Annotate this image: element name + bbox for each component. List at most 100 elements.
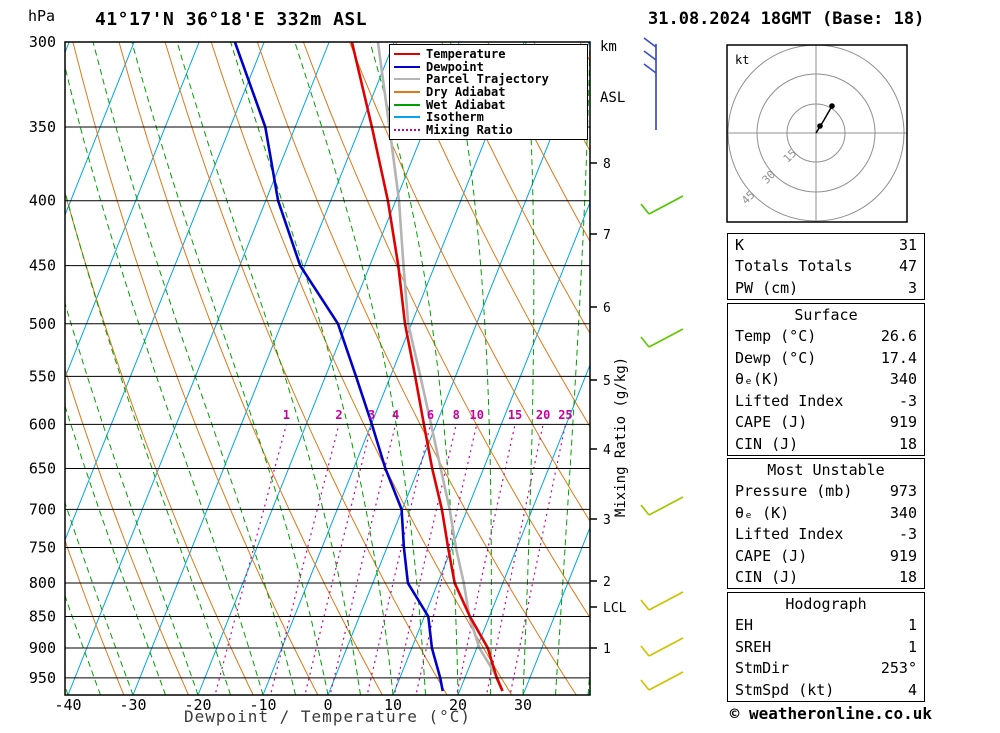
row-label: EH <box>735 616 754 635</box>
row-value: 4 <box>907 680 917 699</box>
km-tick-label: 4 <box>603 443 611 458</box>
row-label: SREH <box>735 637 772 656</box>
km-label: km <box>600 39 617 55</box>
table-row: Lifted Index -3 <box>728 524 924 546</box>
row-label: Lifted Index <box>735 391 844 410</box>
isotherm-line <box>197 42 460 695</box>
mixing-ratio-label: 3 <box>368 408 375 422</box>
wet-adiabat-line <box>230 42 394 695</box>
dry-adiabat-line <box>349 42 590 523</box>
mixing-ratio-line <box>330 424 397 693</box>
station-title: 41°17'N 36°18'E 332m ASL <box>95 9 368 30</box>
mixing-ratio-line <box>305 424 373 693</box>
isotherm-line <box>327 42 590 695</box>
pressure-tick-label: 600 <box>29 415 56 433</box>
wet-adiabat-line <box>65 594 101 695</box>
pressure-tick-label: 700 <box>29 500 56 518</box>
table-row: Pressure (mb) 973 <box>728 481 924 503</box>
row-label: StmSpd (kt) <box>735 680 835 699</box>
wind-barb <box>640 496 684 516</box>
mixing-ratio-line <box>456 424 516 693</box>
legend-item: Temperature <box>394 48 587 61</box>
row-label: θₑ(K) <box>735 370 781 389</box>
dry-adiabat-line <box>441 42 590 335</box>
table-row: Lifted Index -3 <box>728 390 924 412</box>
row-value: 340 <box>889 370 917 389</box>
isotherm-line <box>262 42 525 695</box>
row-value: 18 <box>898 434 917 453</box>
legend-item: Mixing Ratio <box>394 124 587 137</box>
temp-tick-label: -20 <box>184 696 211 714</box>
most-unstable-table: Most Unstable Pressure (mb) 973 θₑ (K) 340 Li… <box>727 458 925 589</box>
dry-adiabat-line <box>65 191 254 695</box>
isotherm-line <box>522 526 590 695</box>
wind-barb <box>640 591 684 611</box>
temp-tick-label: 0 <box>323 696 332 714</box>
mixing-ratio-line <box>416 424 478 693</box>
wet-adiabat-line <box>450 42 492 695</box>
pressure-tick-label: 400 <box>29 192 56 210</box>
mixing-ratio-label: 2 <box>335 408 342 422</box>
pressure-tick-label: 950 <box>29 669 56 687</box>
temp-tick-label: 10 <box>384 696 402 714</box>
mixing-ratio-line <box>367 424 432 693</box>
row-label: CIN (J) <box>735 434 799 453</box>
temp-tick-label: -30 <box>119 696 146 714</box>
chart-frame <box>64 41 591 696</box>
row-value: 31 <box>898 235 917 254</box>
row-value: 1 <box>907 616 917 635</box>
x-axis-label: Dewpoint / Temperature (°C) <box>183 707 472 726</box>
isotherm-line <box>65 42 200 379</box>
wind-barb <box>640 328 684 348</box>
temp-tick-label: 20 <box>449 696 467 714</box>
temp-tick-label: -10 <box>249 696 276 714</box>
row-value: 18 <box>898 568 917 587</box>
mixing-ratio-label: 8 <box>453 408 460 422</box>
wind-barb <box>640 671 684 691</box>
dry-adiabat-line <box>118 42 383 695</box>
row-label: CAPE (J) <box>735 546 808 565</box>
temp-tick-label: -40 <box>54 696 81 714</box>
row-value: 47 <box>898 257 917 276</box>
pressure-axis-unit: hPa <box>28 7 56 25</box>
row-label: Temp (°C) <box>735 327 817 346</box>
isotherm-line <box>67 42 330 695</box>
wet-adiabat-line <box>65 189 231 695</box>
pressure-tick-label: 800 <box>29 574 56 592</box>
wet-adiabat-line <box>65 404 166 695</box>
km-tick-label: 8 <box>603 157 611 172</box>
pressure-tick-label: 450 <box>29 257 56 275</box>
mixing-ratio-line <box>215 424 287 693</box>
km-tick-label: 1 <box>603 642 611 657</box>
pressure-tick-label: 750 <box>29 538 56 556</box>
hodograph-unit-label: kt <box>735 53 749 67</box>
hodograph-ring <box>756 73 876 193</box>
row-value: 1 <box>907 637 917 656</box>
wet-adiabat-line <box>0 42 3 695</box>
pressure-tick-label: 350 <box>29 118 56 136</box>
row-value: 919 <box>889 413 917 432</box>
legend-label: Wet Adiabat <box>426 97 506 112</box>
table-row: Totals Totals 47 <box>728 256 924 278</box>
table-title: Hodograph <box>785 594 867 613</box>
hodograph-ring <box>786 103 846 163</box>
legend-item: Dry Adiabat <box>394 86 587 99</box>
row-value: 340 <box>889 503 917 522</box>
table-row: θₑ (K) 340 <box>728 502 924 524</box>
isotherm-line <box>392 201 590 695</box>
row-label: CAPE (J) <box>735 413 808 432</box>
legend: Temperature Dewpoint Parcel Trajectory Dry … <box>389 44 588 141</box>
mixing-ratio-line <box>510 424 566 693</box>
wet-adiabat-line <box>294 42 426 695</box>
table-row: StmDir 253° <box>728 658 924 680</box>
km-tick-label: 5 <box>603 374 611 389</box>
km-tick-label: 7 <box>603 228 611 243</box>
row-value: -3 <box>898 525 917 544</box>
pressure-tick-label: 500 <box>29 315 56 333</box>
dry-adiabat-line <box>72 42 319 695</box>
isotherm-line <box>0 42 4 695</box>
row-value: 253° <box>880 659 917 678</box>
table-row: θₑ(K) 340 <box>728 369 924 391</box>
legend-line-sample <box>394 103 420 106</box>
